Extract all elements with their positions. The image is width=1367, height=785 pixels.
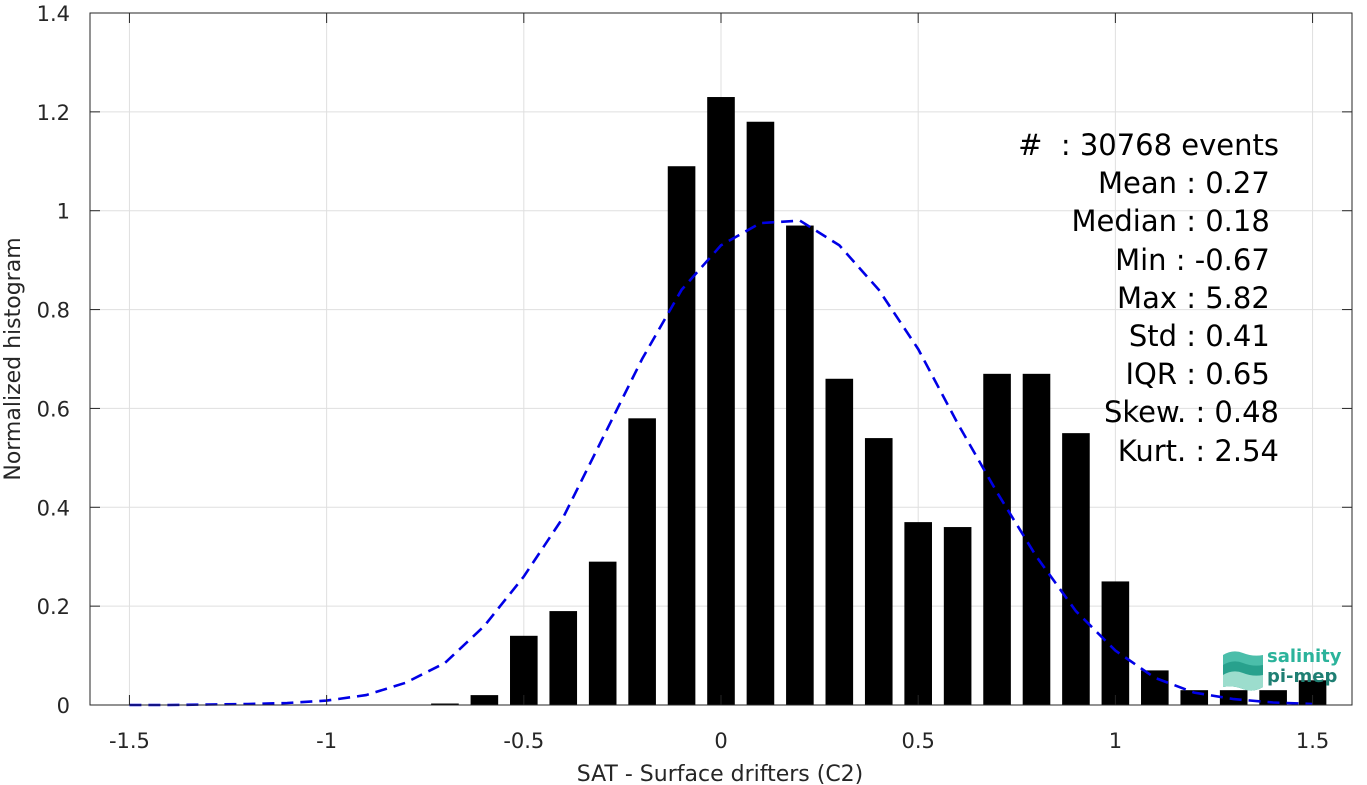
- stat-count: # : 30768 events: [1018, 128, 1279, 162]
- histogram-bars: [431, 97, 1327, 706]
- logo-line1: salinity: [1267, 646, 1342, 667]
- stat-min: Min : -0.67: [1115, 242, 1279, 277]
- logo-wave-icon: [1223, 651, 1263, 691]
- histogram-bar: [588, 561, 617, 705]
- stat-max: Max : 5.82: [1117, 280, 1279, 315]
- histogram-bar: [746, 121, 775, 705]
- logo-line2: pi-mep: [1267, 666, 1338, 687]
- y-tick-label: 0.6: [37, 397, 70, 421]
- histogram-bar: [943, 527, 972, 705]
- statistics-box: # : 30768 events Mean : 0.27 Median : 0.…: [1018, 126, 1279, 470]
- histogram-bar: [707, 97, 735, 706]
- x-tick-label: 0.5: [901, 729, 934, 753]
- histogram-bar: [549, 611, 578, 705]
- stat-iqr: IQR : 0.65: [1125, 357, 1279, 392]
- histogram-bar: [667, 166, 696, 705]
- histogram-bar: [1101, 581, 1130, 705]
- histogram-bar: [825, 378, 854, 705]
- y-tick-label: 1: [57, 200, 70, 224]
- x-tick-label: 1.5: [1296, 729, 1329, 753]
- y-tick-label: 0.2: [37, 595, 70, 619]
- x-tick-label: -1: [316, 729, 337, 753]
- x-axis-label: SAT - Surface drifters (C2): [577, 762, 864, 785]
- histogram-bar: [1219, 690, 1248, 705]
- stat-skew: Skew. : 0.48: [1103, 395, 1279, 430]
- stat-std: Std : 0.41: [1128, 319, 1279, 354]
- histogram-bar: [1141, 670, 1169, 705]
- histogram-bar: [983, 373, 1011, 705]
- histogram-bar: [1062, 433, 1090, 705]
- y-tick-label: 1.2: [37, 101, 70, 125]
- histogram-bar: [1022, 373, 1051, 705]
- histogram-bar: [470, 695, 499, 705]
- histogram-bar: [904, 522, 932, 705]
- stat-mean: Mean : 0.27: [1097, 166, 1279, 201]
- y-tick-label: 0.8: [37, 299, 70, 323]
- salinity-pimep-logo: salinity pi-mep: [1219, 647, 1349, 693]
- x-tick-label: 1: [1109, 729, 1122, 753]
- x-axis-ticks: -1.5 -1 -0.5 0 0.5 1 1.5: [109, 13, 1329, 753]
- x-tick-label: 0: [714, 729, 727, 753]
- x-tick-label: -0.5: [503, 729, 544, 753]
- y-tick-label: 0: [57, 694, 70, 718]
- x-tick-label: -1.5: [109, 729, 150, 753]
- stat-kurt: Kurt. : 2.54: [1117, 433, 1279, 468]
- histogram-bar: [786, 225, 814, 706]
- y-tick-label: 1.4: [37, 2, 70, 26]
- histogram-bar: [1259, 690, 1287, 705]
- histogram-bar: [431, 703, 459, 705]
- histogram-bar: [510, 635, 538, 705]
- histogram-bar: [628, 418, 656, 705]
- histogram-bar: [864, 438, 893, 705]
- y-tick-label: 0.4: [37, 496, 70, 520]
- stat-median: Median : 0.18: [1071, 204, 1279, 239]
- y-axis-ticks: 0 0.2 0.4 0.6 0.8 1 1.2 1.4: [37, 2, 1352, 718]
- y-axis-label: Normalized histogram: [1, 237, 26, 480]
